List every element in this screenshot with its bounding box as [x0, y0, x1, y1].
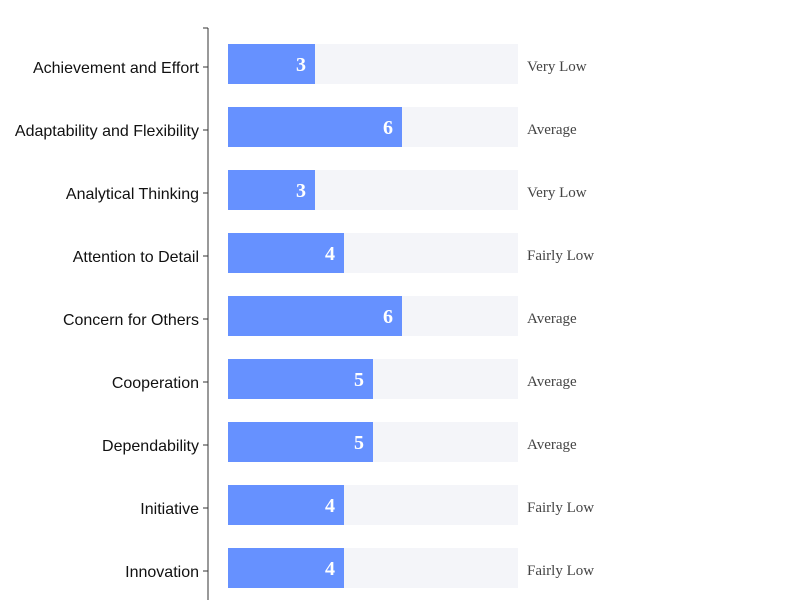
bar	[228, 107, 402, 147]
bar	[228, 548, 344, 588]
bar-row: Dependability 5 Average	[102, 422, 577, 462]
bar-row: Adaptability and Flexibility 6 Average	[15, 107, 577, 147]
category-label: Innovation	[125, 564, 199, 581]
value-label: 5	[354, 432, 364, 454]
bar-row: Attention to Detail 4 Fairly Low	[73, 233, 594, 273]
category-label: Initiative	[140, 501, 199, 518]
category-label: Dependability	[102, 438, 199, 455]
bar	[228, 422, 373, 462]
bar-row: Analytical Thinking 3 Very Low	[66, 170, 587, 210]
category-label: Cooperation	[112, 375, 199, 392]
category-label: Concern for Others	[63, 312, 199, 329]
value-label: 4	[325, 243, 335, 265]
bar	[228, 170, 315, 210]
rating-label: Very Low	[527, 59, 587, 75]
bar	[228, 44, 315, 84]
bar-row: Initiative 4 Fairly Low	[140, 485, 594, 525]
value-label: 3	[296, 54, 306, 76]
bar	[228, 359, 373, 399]
value-label: 4	[325, 558, 335, 580]
rating-label: Fairly Low	[527, 563, 594, 579]
category-label: Adaptability and Flexibility	[15, 123, 199, 140]
rating-label: Average	[527, 437, 577, 453]
y-axis	[203, 27, 209, 600]
bar	[228, 296, 402, 336]
rating-label: Fairly Low	[527, 248, 594, 264]
bar	[228, 485, 344, 525]
bar-row: Cooperation 5 Average	[112, 359, 577, 399]
rating-label: Average	[527, 122, 577, 138]
bar	[228, 233, 344, 273]
bars: Achievement and Effort 3 Very Low Adaptabil…	[15, 44, 594, 588]
rating-label: Fairly Low	[527, 500, 594, 516]
category-label: Attention to Detail	[73, 249, 199, 266]
value-label: 5	[354, 369, 364, 391]
value-label: 6	[383, 306, 393, 328]
category-label: Analytical Thinking	[66, 186, 199, 203]
bar-row: Concern for Others 6 Average	[63, 296, 577, 336]
value-label: 6	[383, 117, 393, 139]
category-label: Achievement and Effort	[33, 60, 200, 77]
rating-label: Average	[527, 374, 577, 390]
rating-label: Very Low	[527, 185, 587, 201]
value-label: 4	[325, 495, 335, 517]
bar-row: Achievement and Effort 3 Very Low	[33, 44, 587, 84]
bar-row: Innovation 4 Fairly Low	[125, 548, 594, 588]
rating-label: Average	[527, 311, 577, 327]
value-label: 3	[296, 180, 306, 202]
